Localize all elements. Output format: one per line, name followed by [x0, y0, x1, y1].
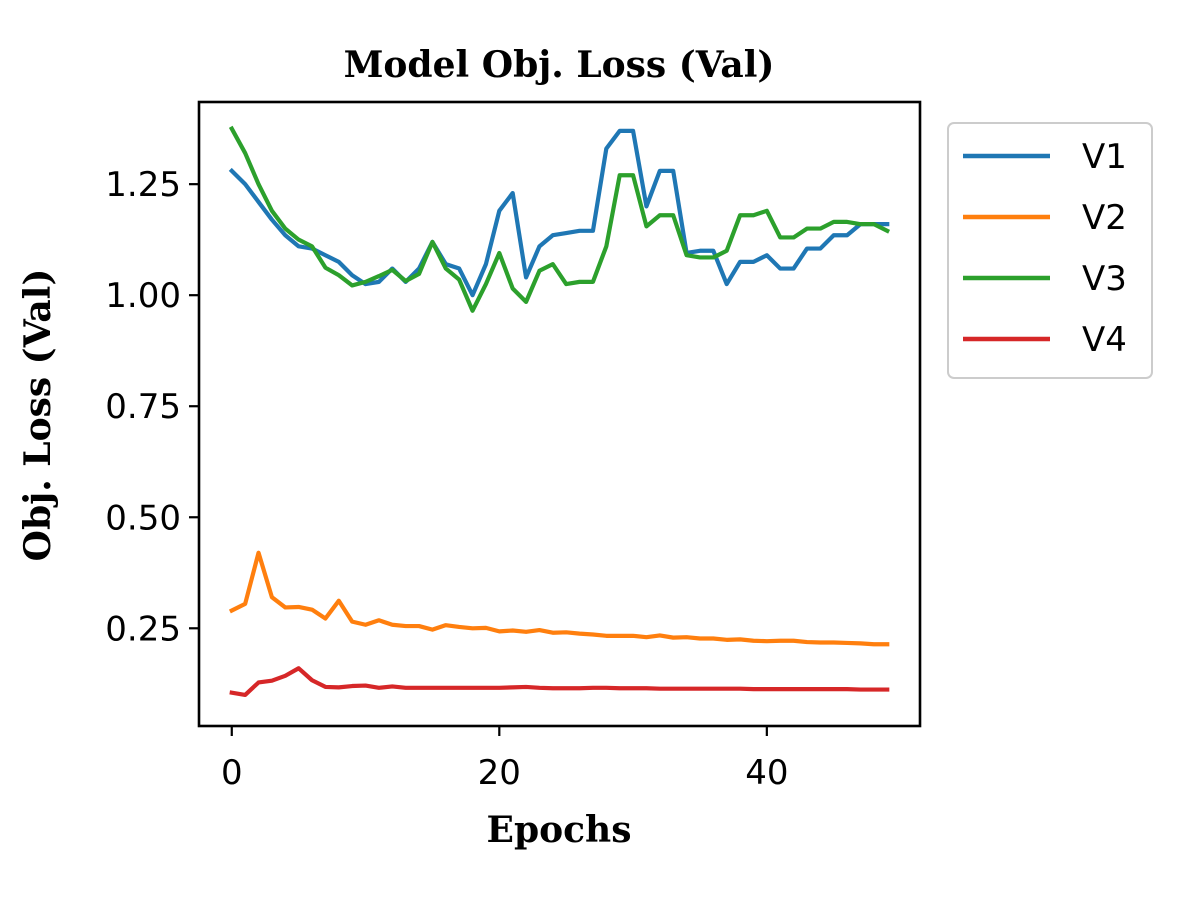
y-axis: 0.25 0.50 0.75 1.00 1.25	[105, 165, 199, 649]
y-tick-label: 1.00	[105, 276, 181, 316]
legend-label-v1: V1	[1082, 137, 1127, 177]
x-tick-label: 20	[478, 753, 521, 793]
x-tick-label: 40	[745, 753, 788, 793]
y-axis-label: Obj. Loss (Val)	[17, 269, 59, 562]
chart-title: Model Obj. Loss (Val)	[344, 44, 775, 86]
y-tick-label: 1.25	[105, 165, 181, 205]
x-axis: 0 20 40	[221, 726, 788, 793]
legend-label-v4: V4	[1082, 320, 1127, 360]
x-axis-label: Epochs	[487, 809, 632, 851]
legend-label-v2: V2	[1082, 198, 1127, 238]
x-tick-label: 0	[221, 753, 243, 793]
y-tick-label: 0.25	[105, 609, 181, 649]
legend-box	[947, 122, 1153, 379]
series-line-v1	[228, 128, 890, 298]
legend: V1 V2 V3 V4	[947, 122, 1153, 379]
series-line-v2	[228, 550, 890, 647]
y-tick-label: 0.50	[105, 498, 181, 538]
plot-frame	[197, 100, 922, 728]
y-tick-label: 0.75	[105, 387, 181, 427]
legend-label-v3: V3	[1082, 259, 1127, 299]
series-line-v3	[228, 125, 891, 313]
plot-area	[228, 125, 891, 698]
series-line-v4	[229, 666, 890, 698]
